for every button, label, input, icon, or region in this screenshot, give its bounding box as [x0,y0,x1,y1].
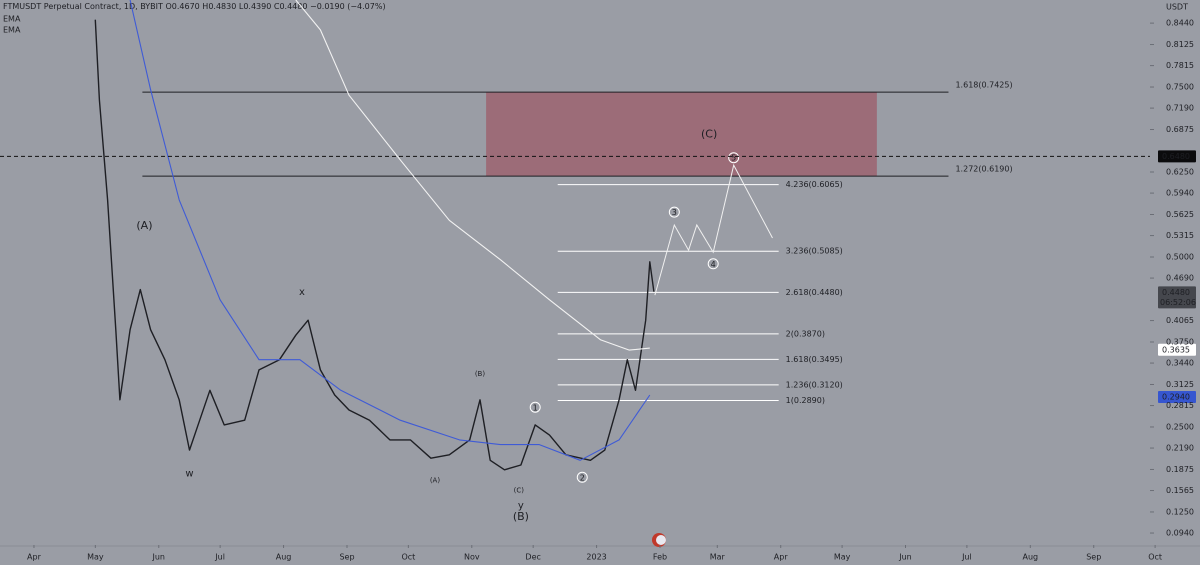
x-tick-label: Apr [774,553,789,562]
price-tag-label: 0.3635 [1162,345,1190,354]
wave-circle [668,206,680,218]
y-tick-label: 0.3750 [1166,337,1194,346]
y-tick-label: 0.3125 [1166,380,1194,389]
x-tick-label: Dec [525,553,540,562]
x-tick-label: Mar [710,553,726,562]
y-tick-label: 0.8440 [1166,19,1194,28]
x-tick-label: Aug [276,553,292,562]
y-tick-label: 0.5000 [1166,252,1194,261]
y-tick-label: 0.2190 [1166,444,1194,453]
y-tick-label: 0.1250 [1166,507,1194,516]
price-tag-label: 0.4480 [1162,288,1190,297]
wave-circle [576,471,588,483]
x-tick-label: May [834,553,851,562]
fib-label: 1(0.2890) [786,396,825,405]
x-tick-label: Oct [401,553,415,562]
y-tick-label: 0.5315 [1166,231,1194,240]
legend-entry: EMA [3,15,21,24]
wave-label: 1 [533,403,538,412]
logo [656,535,666,545]
y-tick-label: 0.0940 [1166,529,1194,538]
unit: USDT [1166,3,1188,12]
ohlc: L0.4390 [239,2,271,11]
x-tick-label: Aug [1023,553,1039,562]
y-tick-label: 0.7500 [1166,83,1194,92]
fib-label: 3.236(0.5085) [786,247,843,256]
wave-label: (B) [475,370,486,378]
y-tick-label: 0.2500 [1166,422,1194,431]
y-tick-label: 0.5625 [1166,210,1194,219]
x-tick-label: Nov [464,553,480,562]
x-tick-label: 2023 [586,553,606,562]
x-tick-label: Sep [1086,553,1101,562]
wave-label: y [518,501,524,512]
y-tick-label: 0.1875 [1166,465,1194,474]
y-tick-label: 0.6875 [1166,125,1194,134]
ema-line [295,0,650,351]
wave-label: (A) [136,219,152,232]
fib-label: 2.618(0.4480) [786,288,843,297]
y-tick-label: 0.7190 [1166,104,1194,113]
change: −0.0190 (−4.07%) [310,2,386,11]
price-tag-label: 0.2940 [1162,393,1190,402]
legend-entry: EMA [3,26,21,35]
wave-label: 4 [711,260,716,269]
wave-label: 2 [580,473,585,482]
wave-circle [529,401,541,413]
x-tick-label: Oct [1148,553,1162,562]
x-tick-label: Sep [339,553,354,562]
fib-label: 4.236(0.6065) [786,180,843,189]
x-tick-label: Apr [27,553,42,562]
price-tag-label: 0.6480 [1162,152,1190,161]
wave-circle [707,258,719,270]
x-tick-label: Jul [214,553,225,562]
x-tick-label: Jul [961,553,972,562]
y-tick-label: 0.6250 [1166,168,1194,177]
fib-label: 2(0.3870) [786,329,825,338]
y-tick-label: 0.4690 [1166,274,1194,283]
price-tag [1158,150,1196,163]
y-tick-label: 0.8125 [1166,40,1194,49]
wave-projection [654,163,773,296]
y-tick-label: 0.5940 [1166,189,1194,198]
target-zone [486,92,877,177]
x-tick-label: May [87,553,104,562]
wave-label: 5 [731,154,736,163]
price-tag [1158,286,1196,309]
wave-label: (C) [514,487,525,495]
wave-circle [728,152,740,164]
wave-label: 3 [672,208,677,217]
wave-label: (B) [513,510,529,523]
wave-label: x [299,287,305,298]
x-tick-label: Jun [898,553,912,562]
ohlc: H0.4830 [202,2,236,11]
wave-label: (C) [701,127,717,140]
y-tick-label: 0.3440 [1166,359,1194,368]
ohlc: O0.4670 [165,2,199,11]
wave-label: w [185,469,193,480]
countdown: 06:52:06 [1160,298,1196,307]
price-tag [1158,343,1196,356]
fib-label: 1.272(0.6190) [955,165,1012,174]
y-tick-label: 0.2815 [1166,401,1194,410]
price-tag [1158,391,1196,404]
symbol: FTMUSDT Perpetual Contract, 1D, BYBIT [3,2,163,11]
ema-line [129,0,651,461]
x-tick-label: Feb [653,553,667,562]
price-line [94,19,655,471]
x-tick-label: Jun [152,553,166,562]
fib-label: 1.618(0.3495) [786,355,843,364]
fib-label: 1.236(0.3120) [786,380,843,389]
fib-label: 1.618(0.7425) [955,81,1012,90]
y-tick-label: 0.7815 [1166,61,1194,70]
wave-label: (A) [430,477,441,485]
ohlc: C0.4480 [274,2,308,11]
header: FTMUSDT Perpetual Contract, 1D, BYBIT O0… [3,2,386,11]
y-tick-label: 0.4065 [1166,316,1194,325]
y-tick-label: 0.1565 [1166,486,1194,495]
